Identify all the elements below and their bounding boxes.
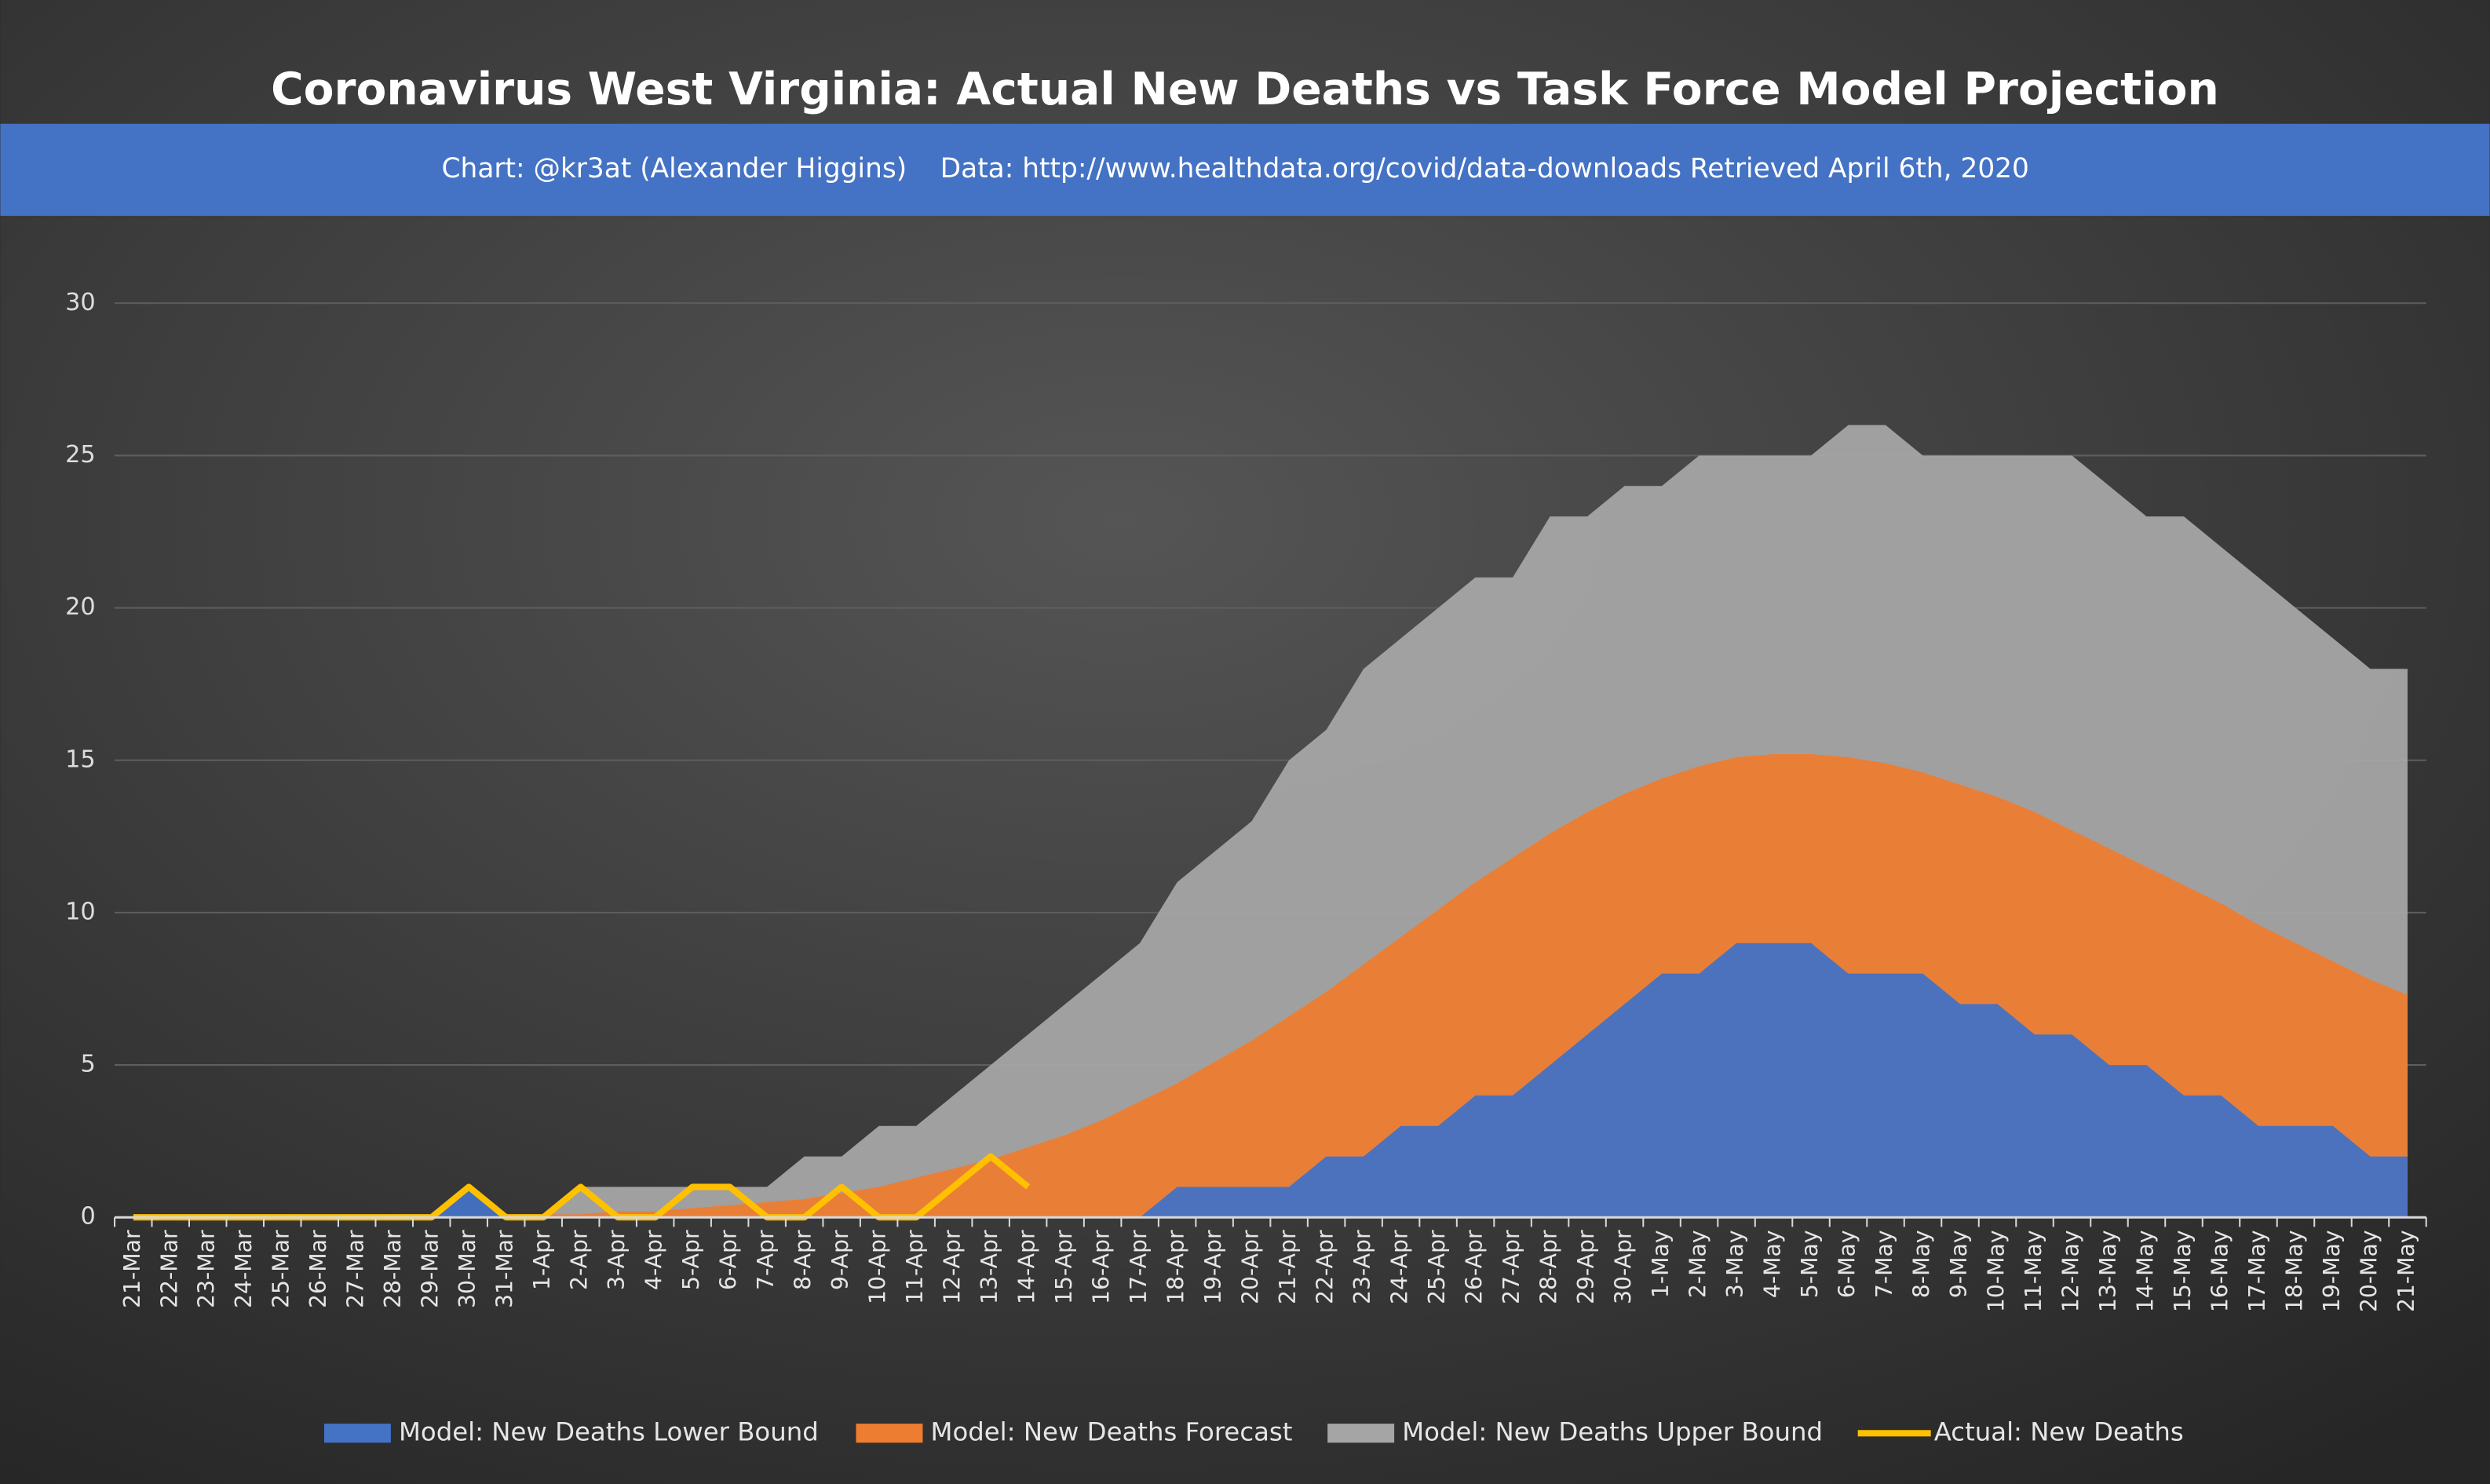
- x-tick-label: 31-Mar: [492, 1230, 518, 1308]
- x-tick-label: 14-Apr: [1014, 1230, 1040, 1304]
- y-tick-label: 20: [65, 593, 96, 621]
- x-tick-label: 29-Mar: [418, 1230, 444, 1308]
- x-tick-label: 21-Apr: [1275, 1230, 1301, 1304]
- x-tick-label: 22-Apr: [1313, 1230, 1338, 1304]
- x-tick-label: 12-May: [2058, 1230, 2084, 1312]
- x-tick-label: 14-May: [2132, 1230, 2158, 1312]
- x-tick-label: 5-May: [1797, 1230, 1823, 1298]
- source: Data: http://www.healthdata.org/covid/da…: [940, 153, 2029, 184]
- x-tick-label: 7-Apr: [753, 1230, 779, 1290]
- x-tick-label: 23-Apr: [1349, 1230, 1375, 1304]
- x-tick-label: 26-Mar: [305, 1230, 331, 1308]
- x-tick-label: 11-May: [2021, 1230, 2046, 1312]
- x-tick-label: 25-Mar: [268, 1230, 294, 1308]
- x-tick-label: 4-May: [1760, 1230, 1786, 1298]
- x-tick-label: 20-Apr: [1238, 1230, 1264, 1304]
- x-tick-label: 24-Apr: [1387, 1230, 1413, 1304]
- x-tick-label: 9-May: [1946, 1230, 1972, 1298]
- x-tick-label: 30-Apr: [1611, 1230, 1637, 1304]
- x-tick-label: 1-May: [1648, 1230, 1674, 1298]
- y-tick-label: 0: [80, 1203, 95, 1231]
- y-tick-label: 30: [65, 289, 96, 316]
- x-tick-label: 18-Apr: [1163, 1230, 1189, 1304]
- x-tick-label: 13-Apr: [977, 1230, 1002, 1304]
- x-tick-label: 19-May: [2319, 1230, 2345, 1312]
- area: [133, 943, 2408, 1218]
- x-tick-label: 27-Mar: [343, 1230, 369, 1308]
- x-tick-label: 15-May: [2170, 1230, 2196, 1312]
- x-tick-label: 4-Apr: [641, 1230, 667, 1290]
- x-tick-label: 6-Apr: [716, 1230, 742, 1290]
- x-tick-label: 22-Mar: [156, 1230, 182, 1308]
- x-tick-label: 28-Mar: [380, 1230, 406, 1308]
- x-tick-label: 24-Mar: [231, 1230, 257, 1308]
- legend-swatch: [1327, 1424, 1395, 1443]
- x-tick-label: 2-May: [1685, 1230, 1711, 1298]
- x-tick-label: 19-Apr: [1200, 1230, 1226, 1304]
- x-tick-label: 11-Apr: [902, 1230, 928, 1304]
- x-tick-label: 21-May: [2393, 1230, 2419, 1312]
- x-tick-label: 29-Apr: [1573, 1230, 1599, 1304]
- x-tick-label: 12-Apr: [940, 1230, 966, 1304]
- y-tick-label: 5: [80, 1051, 95, 1078]
- credit: Chart: @kr3at (Alexander Higgins): [442, 153, 907, 184]
- x-tick-label: 1-Apr: [529, 1230, 555, 1290]
- x-tick-label: 2-Apr: [567, 1230, 593, 1290]
- legend-swatch: [323, 1424, 391, 1443]
- x-tick-label: 8-Apr: [790, 1230, 816, 1290]
- x-tick-label: 13-May: [2095, 1230, 2121, 1312]
- legend-swatch: [856, 1424, 923, 1443]
- x-tick-label: 10-May: [1984, 1230, 2010, 1312]
- x-tick-label: 28-Apr: [1536, 1230, 1562, 1304]
- x-tick-label: 26-Apr: [1462, 1230, 1488, 1304]
- x-tick-label: 6-May: [1835, 1230, 1860, 1298]
- x-tick-label: 17-May: [2244, 1230, 2270, 1312]
- x-tick-label: 15-Apr: [1051, 1230, 1077, 1304]
- y-tick-label: 25: [65, 441, 96, 469]
- x-tick-label: 5-Apr: [678, 1230, 704, 1290]
- x-tick-label: 16-May: [2207, 1230, 2233, 1312]
- x-tick-label: 10-Apr: [865, 1230, 891, 1304]
- x-tick-label: 17-Apr: [1126, 1230, 1152, 1304]
- x-tick-label: 9-Apr: [827, 1230, 853, 1290]
- legend-label: Actual: New Deaths: [1934, 1417, 2184, 1446]
- legend-label: Model: New Deaths Upper Bound: [1402, 1417, 1823, 1446]
- x-tick-label: 18-May: [2281, 1230, 2307, 1312]
- x-tick-label: 21-Mar: [119, 1230, 145, 1308]
- x-tick-label: 7-May: [1871, 1230, 1897, 1298]
- x-tick-label: 27-Apr: [1499, 1230, 1524, 1304]
- legend-label: Model: New Deaths Lower Bound: [399, 1417, 819, 1446]
- plot-area: 0 5 10 15 20 25 30 21-Mar 22-Mar 23-Mar 24-Mar 25-M…: [65, 289, 2427, 1446]
- x-tick-label: 8-May: [1909, 1230, 1935, 1298]
- x-tick-label: 16-Apr: [1089, 1230, 1115, 1304]
- x-tick-label: 25-Apr: [1424, 1230, 1450, 1304]
- x-tick-label: 3-May: [1722, 1230, 1748, 1298]
- y-tick-label: 15: [65, 746, 96, 773]
- banner: [0, 123, 2490, 217]
- x-tick-label: 23-Mar: [194, 1230, 220, 1308]
- chart-title: Coronavirus West Virginia: Actual New De…: [271, 64, 2219, 115]
- x-tick-label: 3-Apr: [604, 1230, 630, 1290]
- x-tick-label: 20-May: [2356, 1230, 2382, 1312]
- x-tick-label: 30-Mar: [455, 1230, 480, 1308]
- legend-label: Model: New Deaths Forecast: [931, 1417, 1293, 1446]
- y-tick-label: 10: [65, 898, 96, 925]
